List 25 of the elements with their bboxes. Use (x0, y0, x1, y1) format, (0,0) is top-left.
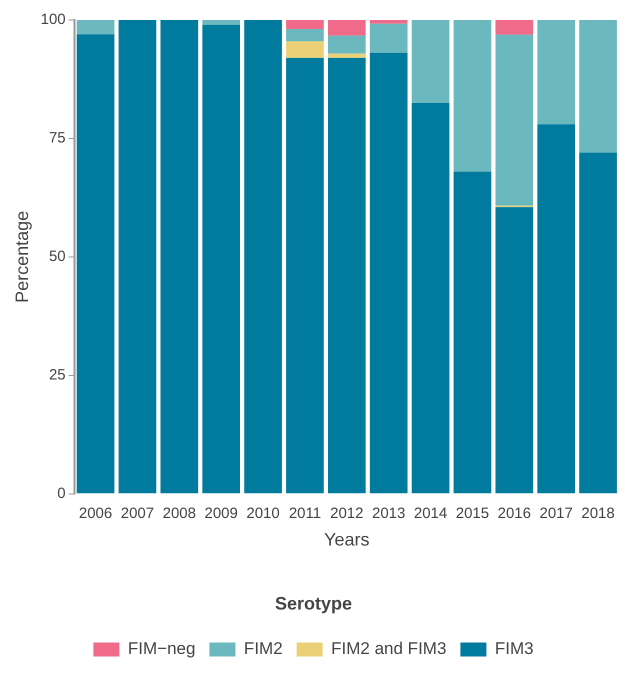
x-tick-label: 2006 (78, 504, 112, 522)
x-tick-label: 2015 (456, 504, 490, 522)
x-tick-label: 2017 (540, 504, 573, 522)
y-tick-label: 100 (40, 11, 66, 28)
x-tick-label: 2018 (581, 504, 615, 522)
legend-title: Serotype (274, 593, 352, 614)
legend-label: FIM2 and FIM3 (331, 639, 446, 658)
x-tick-label: 2007 (120, 504, 154, 522)
y-tick-label: 25 (48, 366, 66, 384)
x-tick-label: 2013 (372, 504, 406, 522)
y-tick-label: 0 (57, 484, 66, 502)
legend-label: FIM2 (244, 639, 283, 658)
x-tick-label: 2012 (330, 504, 364, 522)
legend-label: FIM−neg (128, 639, 196, 658)
x-tick-label: 2009 (204, 504, 238, 522)
x-tick-label: 2011 (288, 504, 322, 522)
x-axis-title: Years (324, 530, 370, 550)
x-tick-label: 2014 (414, 504, 448, 522)
y-tick-label: 50 (48, 248, 66, 266)
x-tick-label: 2008 (162, 504, 196, 522)
x-tick-label: 2010 (246, 504, 280, 522)
legend-label: FIM3 (494, 639, 534, 658)
y-tick-label: 75 (48, 130, 66, 147)
y-axis-title: Percentage (12, 210, 32, 303)
x-tick-label: 2016 (498, 504, 531, 522)
